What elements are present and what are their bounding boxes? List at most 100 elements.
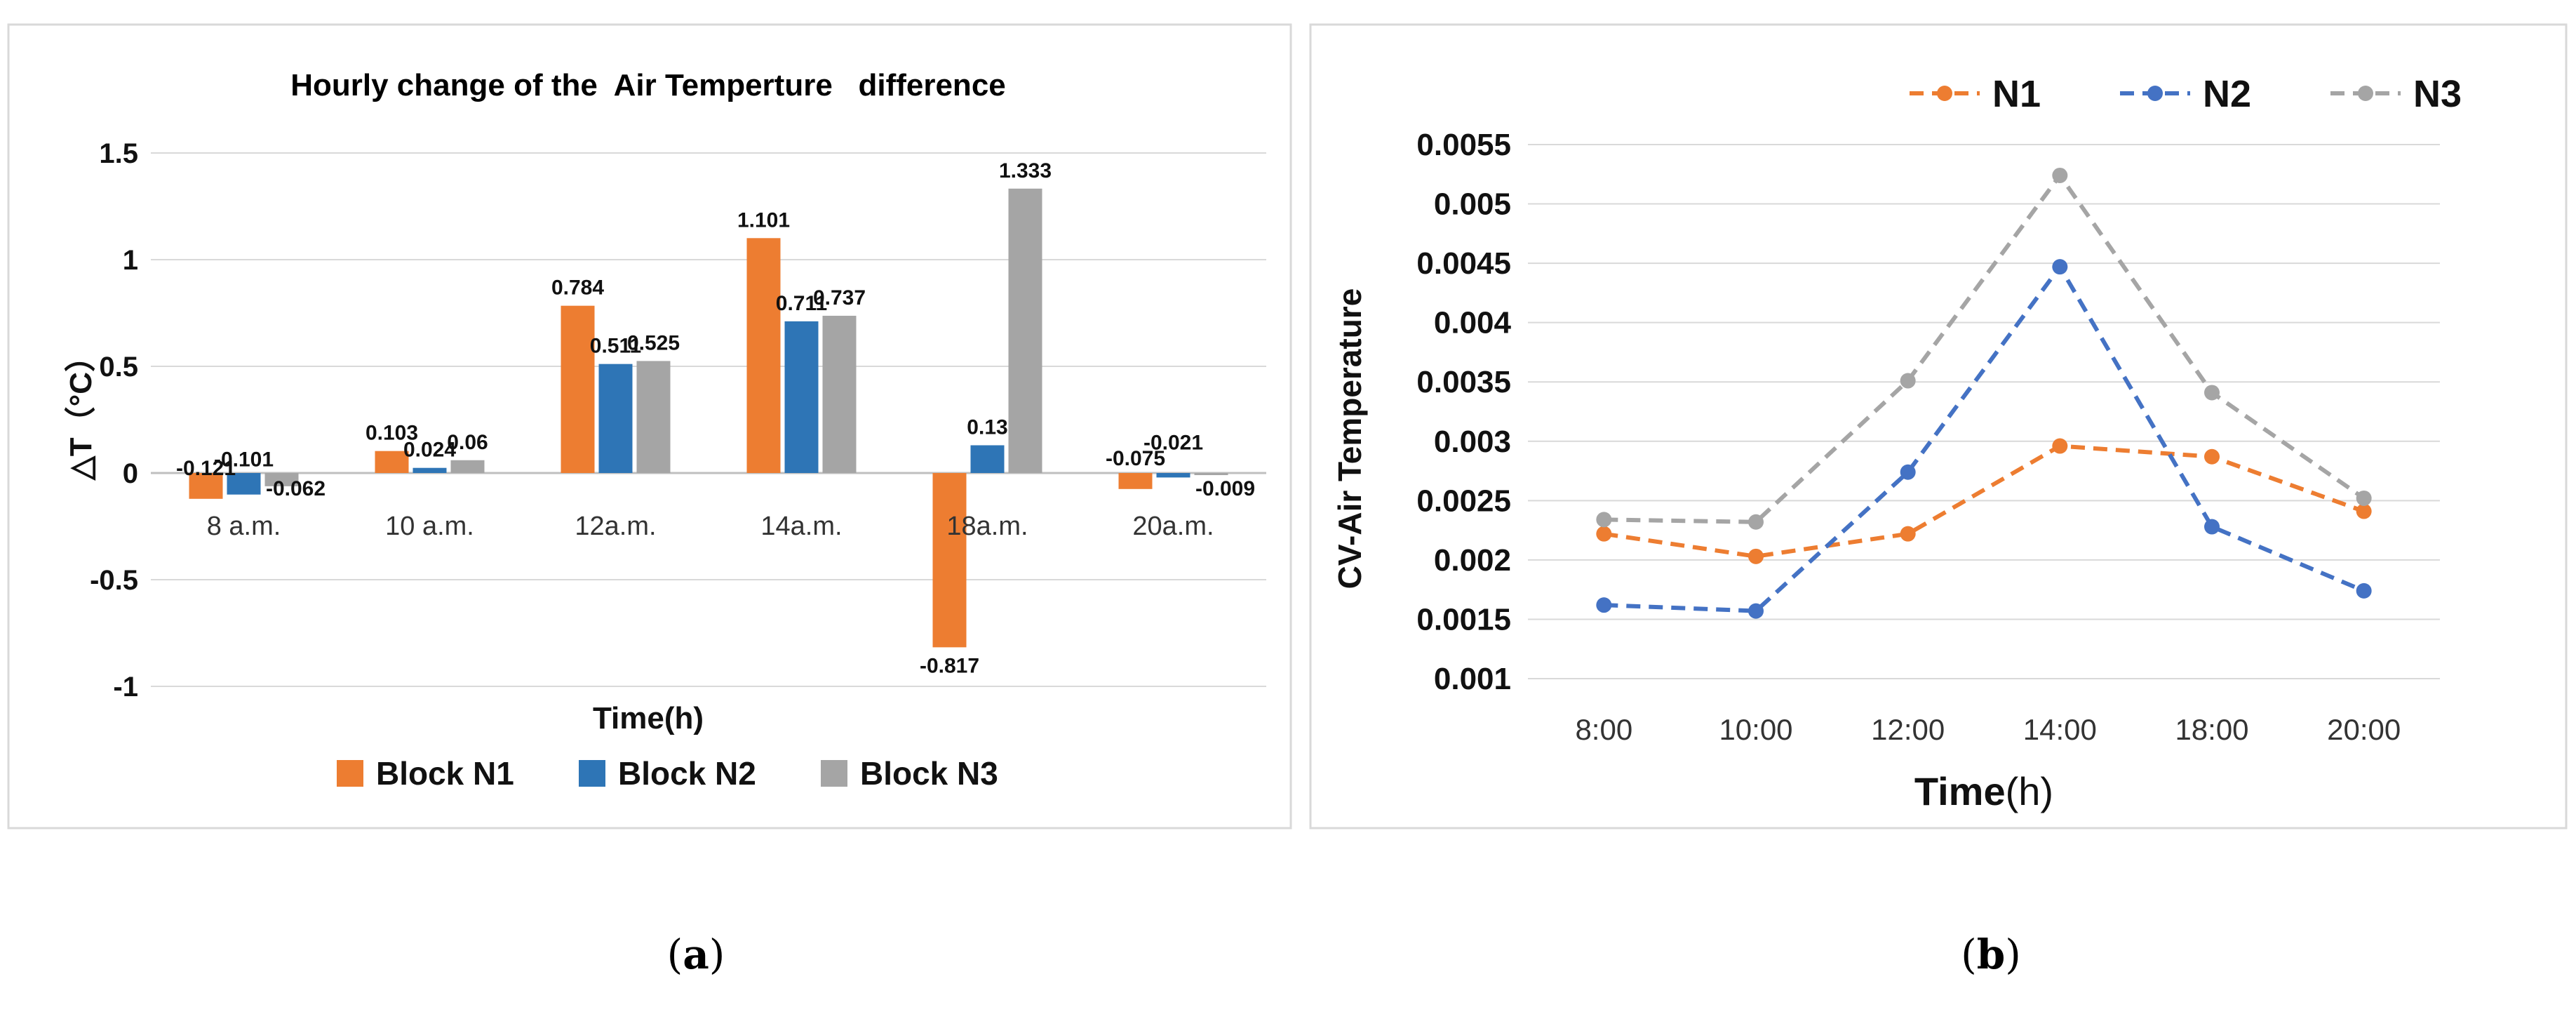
chart-b-point-n2: [2204, 519, 2220, 535]
chart-b-point-n3: [2356, 490, 2372, 506]
chart-b-legend-marker: [2358, 86, 2373, 101]
chart-a-bar: [1194, 473, 1228, 475]
panel-label-a-letter: a: [683, 931, 709, 978]
chart-a-data-label: 0.511: [590, 335, 641, 358]
chart-a-data-label: -0.062: [266, 477, 326, 500]
chart-a-data-label: 1.101: [737, 208, 790, 232]
chart-a-bar: [1118, 473, 1153, 489]
panel-label-b-letter: b: [1977, 931, 2006, 978]
chart-a-bar: [375, 451, 409, 473]
panel-label-b-open: (: [1961, 931, 1977, 978]
chart-b-y-tick-label: 0.002: [1434, 543, 1511, 578]
chart-b-point-n1: [2052, 438, 2068, 454]
chart-a-data-label: 0.711: [776, 292, 827, 315]
chart-a-data-label: 0.06: [447, 431, 488, 454]
chart-a-legend: Block N1 Block N2 Block N3: [337, 755, 998, 792]
chart-a-data-label: 0.024: [403, 439, 456, 462]
chart-a-title: Hourly change of the Air Temperture diff…: [290, 68, 1006, 102]
chart-a-y-tick-label: 0.5: [99, 352, 138, 382]
chart-b-y-axis-title: CV-Air Temperature: [1331, 288, 1368, 590]
chart-b-y-tick-label: 0.0055: [1416, 128, 1511, 162]
chart-b-point-n1: [1596, 526, 1612, 542]
chart-a-bar: [450, 460, 485, 473]
chart-a-bar: [1156, 473, 1190, 478]
chart-a-bar: [1008, 188, 1042, 473]
chart-b-x-axis-title-main: Time: [1914, 769, 2006, 813]
panel-label-a-open: (: [667, 931, 683, 978]
chart-a-x-tick-label: 20a.m.: [1132, 512, 1214, 541]
chart-a-bar: [746, 238, 781, 473]
chart-a-y-tick-label: 0: [123, 458, 138, 489]
chart-b-x-tick-label: 10:00: [1719, 713, 1792, 746]
chart-b-x-ticks: 8:00 10:00 12:00 14:00 18:00 20:00: [1575, 713, 2401, 746]
chart-b-point-n2: [1900, 464, 1916, 480]
chart-b-y-tick-label: 0.001: [1434, 662, 1511, 696]
chart-a-bar: [227, 473, 261, 495]
chart-b-point-n1: [1748, 548, 1764, 564]
chart-a-legend-label: Block N2: [618, 755, 756, 792]
chart-b-legend-marker: [1937, 86, 1952, 101]
chart-a-bars: [189, 188, 1228, 648]
chart-a-data-label: -0.101: [214, 448, 274, 472]
chart-b-y-tick-label: 0.005: [1434, 187, 1511, 222]
chart-a-data-label: 0.525: [627, 331, 680, 354]
chart-a-legend-label: Block N1: [376, 755, 514, 792]
chart-a-data-label: 0.13: [967, 415, 1007, 439]
chart-b-x-tick-label: 18:00: [2175, 713, 2248, 746]
chart-a-legend-label: Block N3: [860, 755, 998, 792]
chart-b-line-n1: [1603, 444, 2365, 559]
chart-a-legend-swatch: [821, 760, 847, 787]
chart-a-y-tick-label: -0.5: [90, 565, 138, 596]
chart-a-bar: [598, 364, 633, 473]
chart-b-x-tick-label: 14:00: [2023, 713, 2097, 746]
chart-a-data-label: 0.784: [551, 277, 604, 300]
chart-b-line-n3: [1604, 171, 2366, 524]
chart-a-bar: [784, 321, 819, 473]
chart-a-y-axis-title: △T（°C）: [64, 341, 98, 481]
chart-b-point-n2: [1748, 603, 1764, 619]
chart-a-bar: [970, 445, 1005, 473]
chart-b-y-tick-label: 0.0015: [1416, 602, 1511, 637]
chart-b-frame: [1309, 23, 2568, 830]
chart-a-x-tick-label: 8 a.m.: [207, 512, 281, 541]
chart-b-y-tick-label: 0.0035: [1416, 365, 1511, 399]
chart-b-point-n3: [2204, 385, 2220, 401]
panel-label-a-close: ): [709, 931, 725, 978]
chart-b-x-tick-label: 12:00: [1871, 713, 1945, 746]
chart-a-legend-swatch: [579, 760, 605, 787]
chart-a-bar: [822, 315, 857, 473]
chart-a-x-tick-label: 10 a.m.: [385, 512, 474, 541]
chart-b-legend-label: N3: [2413, 73, 2462, 115]
chart-b-y-tick-label: 0.0025: [1416, 484, 1511, 518]
panel-label-a: (a): [667, 931, 725, 978]
chart-a-bar: [932, 473, 967, 648]
chart-a-bar: [189, 473, 223, 499]
chart-b-x-axis-title: Time(h): [1914, 769, 2053, 813]
chart-a-data-label: -0.075: [1106, 447, 1165, 470]
chart-a-bar: [264, 473, 299, 486]
chart-b-y-tick-label: 0.003: [1434, 425, 1511, 459]
chart-a-y-tick-label: 1: [123, 245, 138, 276]
panel-label-b: (b): [1961, 931, 2021, 978]
chart-a-y-tick-label: 1.5: [99, 138, 138, 169]
chart-b-x-tick-label: 20:00: [2327, 713, 2401, 746]
chart-b-point-n1: [2204, 448, 2220, 465]
chart-b-legend-label: N2: [2203, 73, 2251, 115]
panel-label-b-close: ): [2005, 931, 2021, 978]
chart-a-data-label: 0.737: [813, 286, 866, 309]
chart-a-data-label: 1.333: [999, 159, 1052, 182]
chart-b-point-n3: [2052, 167, 2068, 183]
chart-a-x-tick-label: 18a.m.: [946, 512, 1028, 541]
chart-a-gridlines: [151, 152, 1266, 687]
chart-b-gridlines: [1528, 144, 2440, 679]
chart-a: Hourly change of the Air Temperture diff…: [7, 23, 1292, 830]
chart-a-data-label: -0.817: [920, 654, 979, 677]
chart-b-point-n3: [1900, 373, 1916, 389]
chart-b-point-n1: [2356, 503, 2372, 519]
chart-a-y-tick-label: -1: [113, 672, 138, 702]
chart-b-point-n3: [1596, 512, 1612, 528]
chart-b-legend: N1 N2 N3: [1910, 73, 2462, 115]
chart-a-x-axis-title: Time(h): [593, 701, 704, 735]
chart-b-point-n2: [2356, 582, 2372, 599]
chart-a-x-tick-label: 12a.m.: [575, 512, 656, 541]
